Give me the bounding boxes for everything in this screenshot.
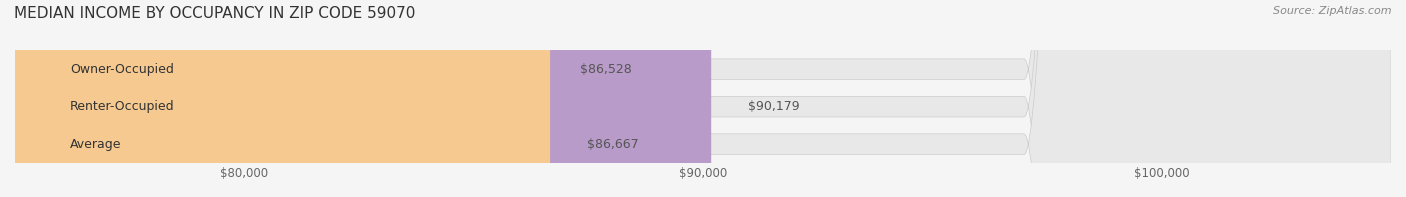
Text: $86,528: $86,528 — [581, 63, 633, 76]
FancyBboxPatch shape — [15, 0, 711, 197]
FancyBboxPatch shape — [15, 0, 550, 197]
Text: Owner-Occupied: Owner-Occupied — [70, 63, 174, 76]
Text: Source: ZipAtlas.com: Source: ZipAtlas.com — [1274, 6, 1392, 16]
Text: $90,179: $90,179 — [748, 100, 800, 113]
Text: Average: Average — [70, 138, 121, 151]
Text: $86,667: $86,667 — [586, 138, 638, 151]
Text: Renter-Occupied: Renter-Occupied — [70, 100, 174, 113]
FancyBboxPatch shape — [15, 0, 1391, 197]
FancyBboxPatch shape — [15, 0, 1391, 197]
FancyBboxPatch shape — [15, 0, 1391, 197]
FancyBboxPatch shape — [15, 0, 544, 197]
Text: MEDIAN INCOME BY OCCUPANCY IN ZIP CODE 59070: MEDIAN INCOME BY OCCUPANCY IN ZIP CODE 5… — [14, 6, 415, 21]
